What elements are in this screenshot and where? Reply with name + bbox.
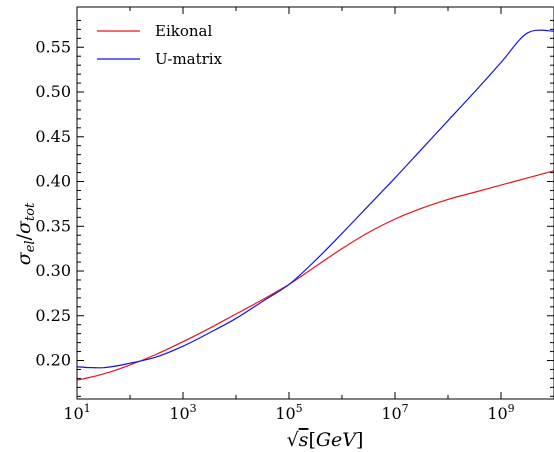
plot-frame [76,6,554,400]
y-tick-label: 0.45 [35,127,71,146]
x-tick-label: 109 [487,402,514,423]
y-tick-label: 0.35 [35,216,71,235]
y-axis-label: σel/σtot [13,202,38,265]
y-tick-label: 0.30 [35,261,71,280]
y-tick-label: 0.20 [35,351,71,370]
x-axis-label: √s[GeV] [287,429,364,451]
x-tick-label: 105 [275,402,302,423]
y-tick-label: 0.50 [35,82,71,101]
legend: Eikonal U-matrix [97,22,223,68]
series-line-eikonal [76,170,554,381]
svg-text:σel/σtot: σel/σtot [13,202,38,265]
x-tick-label: 107 [381,402,408,423]
x-tick-label: 103 [169,402,196,423]
legend-label: U-matrix [155,50,223,68]
plot-lines [76,29,554,381]
series-line-u-matrix [76,29,554,369]
y-tick-label: 0.40 [35,172,71,191]
y-tick-label: 0.55 [35,37,71,56]
legend-label: Eikonal [155,22,212,40]
tick-labels: 101 103 105 107 109 0.20 0.25 0.30 0.35 0.40 0.45 0… [35,37,514,423]
svg-text:√s[GeV]: √s[GeV] [287,429,364,451]
axis-ticks [76,7,554,399]
y-tick-label: 0.25 [35,306,71,325]
x-tick-label: 101 [63,402,90,423]
